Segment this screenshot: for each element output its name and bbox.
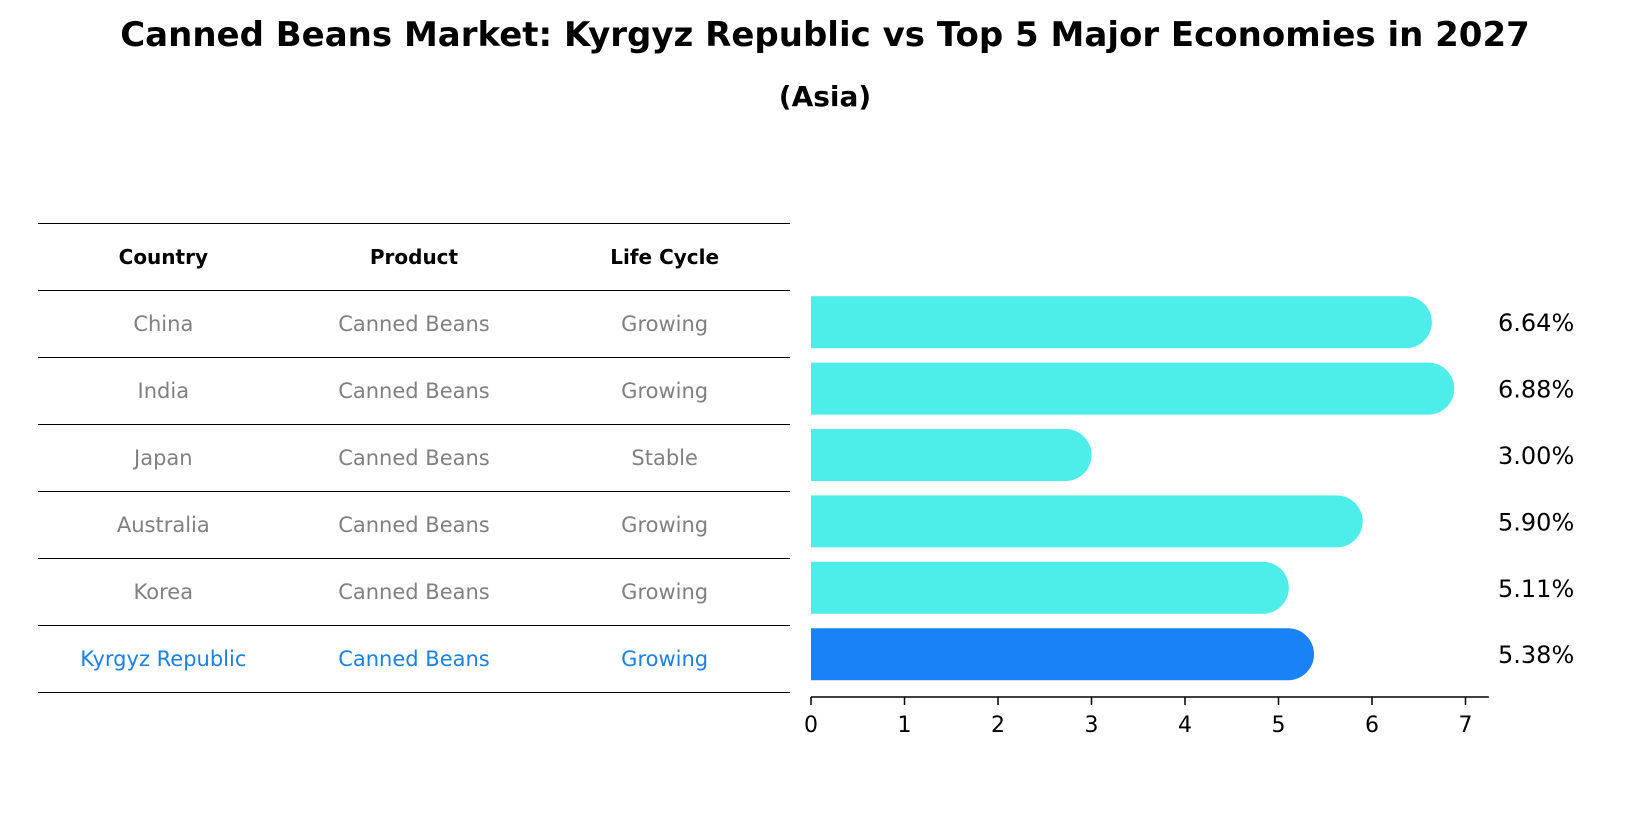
cell-country: China: [38, 290, 289, 358]
bar-value-label: 5.11%: [1498, 575, 1574, 603]
table-row-highlight: Kyrgyz Republic Canned Beans Growing: [38, 625, 790, 693]
bar: [811, 495, 1363, 548]
cell-life-cycle: Growing: [539, 290, 790, 358]
x-tick-label: 1: [898, 713, 912, 738]
x-tick-label: 6: [1365, 713, 1379, 738]
cell-country: Japan: [38, 424, 289, 492]
header-country: Country: [38, 223, 289, 291]
bar-value-label: 5.90%: [1498, 508, 1574, 536]
cell-product: Canned Beans: [288, 491, 540, 559]
bar-value-label: 6.64%: [1498, 309, 1574, 337]
cell-country: India: [38, 357, 289, 425]
chart-title: Canned Beans Market: Kyrgyz Republic vs …: [120, 15, 1530, 55]
data-table: Country Product Life Cycle China Canned …: [38, 223, 790, 693]
cell-country: Kyrgyz Republic: [38, 625, 289, 693]
x-tick-label: 4: [1178, 713, 1192, 738]
cell-product: Canned Beans: [288, 558, 540, 626]
table-row: Korea Canned Beans Growing: [38, 558, 790, 626]
cell-life-cycle: Growing: [539, 625, 790, 693]
x-tick-label: 5: [1272, 713, 1286, 738]
cell-product: Canned Beans: [288, 357, 540, 425]
table-row: China Canned Beans Growing: [38, 290, 790, 358]
bar-value-label: 5.38%: [1498, 641, 1574, 669]
cell-product: Canned Beans: [288, 625, 540, 693]
header-product: Product: [288, 223, 540, 291]
cell-life-cycle: Growing: [539, 491, 790, 559]
cell-life-cycle: Growing: [539, 357, 790, 425]
header-life-cycle: Life Cycle: [539, 223, 790, 291]
bar: [811, 296, 1432, 349]
bar: [811, 561, 1289, 614]
x-tick-label: 0: [804, 713, 818, 738]
bar: [811, 429, 1092, 481]
table-row: India Canned Beans Growing: [38, 357, 790, 425]
table-row: Japan Canned Beans Stable: [38, 424, 790, 492]
cell-life-cycle: Growing: [539, 558, 790, 626]
cell-country: Australia: [38, 491, 289, 559]
x-tick-label: 7: [1459, 713, 1473, 738]
cell-product: Canned Beans: [288, 424, 540, 492]
bar-highlight: [811, 628, 1315, 681]
cell-life-cycle: Stable: [539, 424, 790, 492]
x-tick-label: 3: [1085, 713, 1099, 738]
cell-product: Canned Beans: [288, 290, 540, 358]
bar-value-label: 3.00%: [1498, 442, 1574, 470]
table-header-row: Country Product Life Cycle: [38, 223, 790, 291]
bar: [811, 362, 1455, 415]
table-row: Australia Canned Beans Growing: [38, 491, 790, 559]
chart-subtitle: (Asia): [778, 80, 872, 113]
bar-value-label: 6.88%: [1498, 376, 1574, 404]
cell-country: Korea: [38, 558, 289, 626]
x-tick-label: 2: [991, 713, 1005, 738]
